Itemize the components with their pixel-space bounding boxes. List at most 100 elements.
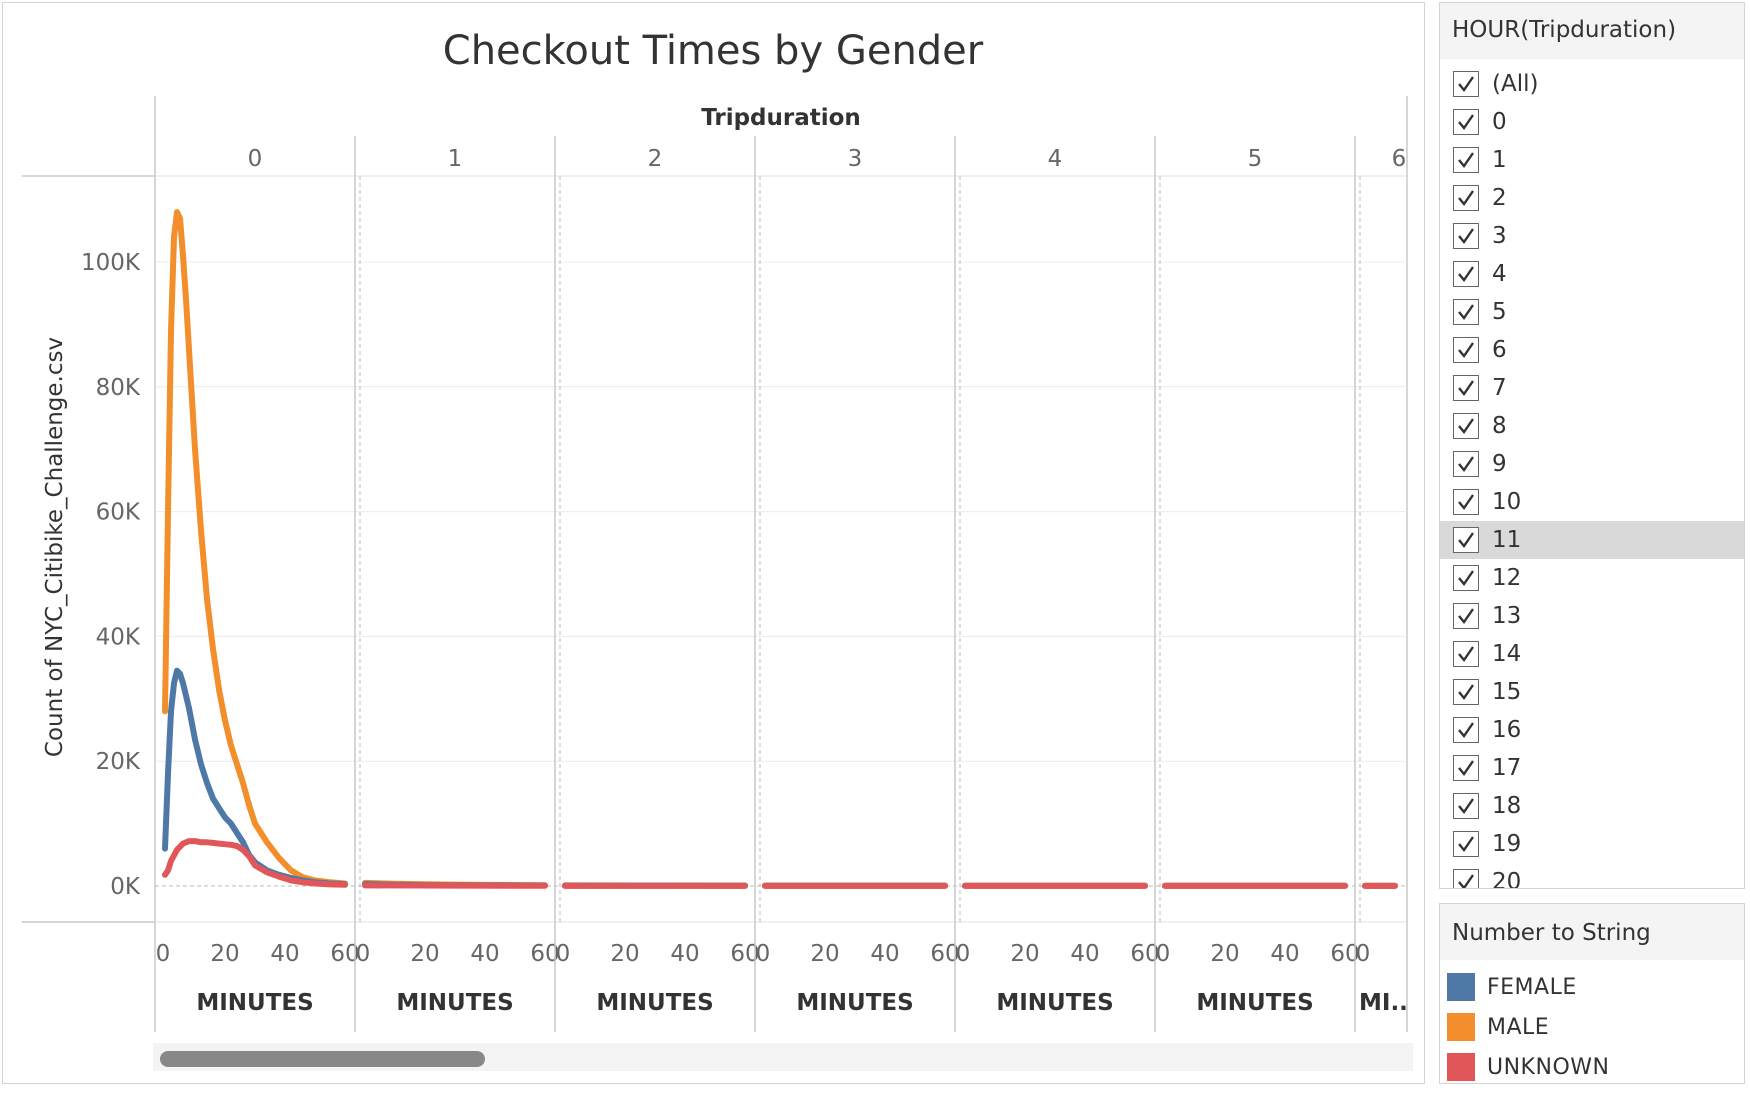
filter-item-label: 13 (1492, 603, 1522, 629)
checkbox-checked-icon[interactable] (1453, 337, 1479, 363)
filter-item-label: 10 (1492, 489, 1522, 515)
legend-item-female[interactable]: FEMALE (1447, 972, 1577, 1002)
legend-swatch (1447, 1013, 1475, 1041)
checkbox-checked-icon[interactable] (1453, 71, 1479, 97)
hour-filter-panel: HOUR(Tripduration) (All) 0 1 2 3 4 5 6 7 8 9 10 11 12… (1439, 2, 1745, 889)
filter-item-13[interactable]: 13 (1440, 597, 1744, 635)
filter-item-label: (All) (1492, 71, 1539, 97)
filter-item-8[interactable]: 8 (1440, 407, 1744, 445)
filter-item-12[interactable]: 12 (1440, 559, 1744, 597)
legend-label: FEMALE (1487, 974, 1577, 1000)
filter-item-0[interactable]: 0 (1440, 103, 1744, 141)
filter-item-9[interactable]: 9 (1440, 445, 1744, 483)
checkbox-checked-icon[interactable] (1453, 679, 1479, 705)
x-axis-label: MI.. (1359, 990, 1408, 1016)
filter-item-10[interactable]: 10 (1440, 483, 1744, 521)
x-tick-label: 0 (956, 941, 971, 967)
x-tick-label: 0 (156, 941, 171, 967)
filter-item-7[interactable]: 7 (1440, 369, 1744, 407)
checkbox-checked-icon[interactable] (1453, 717, 1479, 743)
filter-item-label: 7 (1492, 375, 1507, 401)
checkbox-checked-icon[interactable] (1453, 527, 1479, 553)
filter-item-19[interactable]: 19 (1440, 825, 1744, 863)
legend-swatch (1447, 973, 1475, 1001)
column-header-label: Tripduration (701, 105, 861, 131)
filter-item-11[interactable]: 11 (1440, 521, 1744, 559)
checkbox-checked-icon[interactable] (1453, 565, 1479, 591)
legend-header (1440, 904, 1744, 960)
filter-item-18[interactable]: 18 (1440, 787, 1744, 825)
checkbox-checked-icon[interactable] (1453, 793, 1479, 819)
x-tick-label: 20 (1210, 941, 1239, 967)
filter-item-15[interactable]: 15 (1440, 673, 1744, 711)
y-tick-label: 80K (96, 375, 141, 401)
x-axis-label: MINUTES (196, 990, 313, 1016)
filter-item-20[interactable]: 20 (1440, 863, 1744, 889)
x-tick-label: 40 (270, 941, 299, 967)
filter-item-17[interactable]: 17 (1440, 749, 1744, 787)
legend-item-male[interactable]: MALE (1447, 1012, 1549, 1042)
legend-item-unknown[interactable]: UNKNOWN (1447, 1052, 1609, 1082)
filter-item-label: 15 (1492, 679, 1522, 705)
legend-label: UNKNOWN (1487, 1054, 1610, 1080)
checkbox-checked-icon[interactable] (1453, 147, 1479, 173)
series-line-male-panel-0 (162, 209, 348, 887)
x-axis-label: MINUTES (996, 990, 1113, 1016)
filter-item-label: 12 (1492, 565, 1522, 591)
checkbox-checked-icon[interactable] (1453, 755, 1479, 781)
checkbox-checked-icon[interactable] (1453, 451, 1479, 477)
x-tick-label: 20 (810, 941, 839, 967)
panel-header-5: 5 (1248, 146, 1263, 172)
horizontal-scrollbar-thumb[interactable] (160, 1051, 485, 1067)
filter-item-label: 3 (1492, 223, 1507, 249)
checkbox-checked-icon[interactable] (1453, 603, 1479, 629)
x-tick-label: 0 (756, 941, 771, 967)
filter-item-14[interactable]: 14 (1440, 635, 1744, 673)
filter-title: HOUR(Tripduration) (1452, 17, 1677, 43)
checkbox-checked-icon[interactable] (1453, 261, 1479, 287)
x-tick-label: 0 (1356, 941, 1371, 967)
y-tick-label: 0K (110, 874, 141, 900)
checkbox-checked-icon[interactable] (1453, 299, 1479, 325)
filter-item-label: 20 (1492, 869, 1522, 889)
checkbox-checked-icon[interactable] (1453, 223, 1479, 249)
checkbox-checked-icon[interactable] (1453, 831, 1479, 857)
filter-item-4[interactable]: 4 (1440, 255, 1744, 293)
checkbox-checked-icon[interactable] (1453, 489, 1479, 515)
filter-item-label: 6 (1492, 337, 1507, 363)
checkbox-checked-icon[interactable] (1453, 413, 1479, 439)
panel-header-4: 4 (1048, 146, 1063, 172)
panel-header-6: 6 (1392, 146, 1407, 172)
legend-label: MALE (1487, 1014, 1550, 1040)
filter-item-3[interactable]: 3 (1440, 217, 1744, 255)
chart-panel (2, 2, 1425, 1084)
checkbox-checked-icon[interactable] (1453, 109, 1479, 135)
filter-item-16[interactable]: 16 (1440, 711, 1744, 749)
filter-item-5[interactable]: 5 (1440, 293, 1744, 331)
checkbox-checked-icon[interactable] (1453, 375, 1479, 401)
filter-item-label: 16 (1492, 717, 1522, 743)
x-axis-label: MINUTES (1196, 990, 1313, 1016)
panel-header-2: 2 (648, 146, 663, 172)
filter-item-label: 4 (1492, 261, 1507, 287)
y-tick-label: 20K (96, 749, 141, 775)
filter-item-label: 8 (1492, 413, 1507, 439)
x-axis-label: MINUTES (796, 990, 913, 1016)
filter-item-all[interactable]: (All) (1440, 65, 1744, 103)
x-tick-label: 20 (1010, 941, 1039, 967)
checkbox-checked-icon[interactable] (1453, 869, 1479, 888)
filter-item-label: 2 (1492, 185, 1507, 211)
x-axis-label: MINUTES (596, 990, 713, 1016)
x-tick-label: 40 (670, 941, 699, 967)
legend-panel: Number to String FEMALE MALE UNKNOWN (1439, 903, 1745, 1084)
checkbox-checked-icon[interactable] (1453, 641, 1479, 667)
x-tick-label: 0 (556, 941, 571, 967)
filter-item-label: 17 (1492, 755, 1522, 781)
filter-item-6[interactable]: 6 (1440, 331, 1744, 369)
x-axis-label: MINUTES (396, 990, 513, 1016)
filter-item-label: 0 (1492, 109, 1507, 135)
filter-item-2[interactable]: 2 (1440, 179, 1744, 217)
checkbox-checked-icon[interactable] (1453, 185, 1479, 211)
checkout-times-chart: Checkout Times by GenderTripduration0K20… (22, 28, 1408, 1032)
filter-item-1[interactable]: 1 (1440, 141, 1744, 179)
